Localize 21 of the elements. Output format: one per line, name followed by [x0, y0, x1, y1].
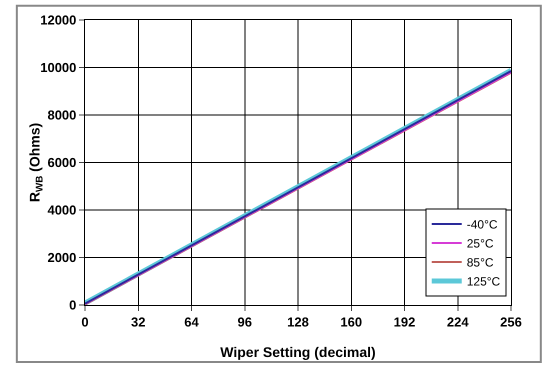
y-tick-label: 8000	[47, 108, 76, 123]
y-tick-label: 0	[69, 298, 76, 313]
y-tick-label: 12000	[40, 12, 76, 28]
legend-label: -40°C	[466, 218, 498, 232]
x-tick-label: 32	[131, 314, 146, 330]
y-tick-label: 6000	[47, 155, 76, 170]
x-tick-label: 160	[340, 314, 362, 330]
y-tick-label: 2000	[47, 250, 76, 266]
x-axis-title: Wiper Setting (decimal)	[220, 344, 376, 360]
x-tick-label: 224	[446, 314, 470, 330]
x-tick-label: 192	[394, 314, 416, 330]
x-tick-label: 256	[500, 314, 522, 330]
legend-label: 85°C	[466, 256, 494, 270]
x-tick-label: 128	[287, 314, 309, 330]
legend-label: 25°C	[466, 236, 494, 251]
y-tick-label: 10000	[40, 60, 76, 76]
y-tick-label: 4000	[47, 202, 76, 218]
x-tick-label: 0	[81, 314, 89, 330]
x-tick-label: 96	[238, 314, 252, 330]
x-tick-label: 64	[184, 314, 200, 330]
legend-label: 125°C	[466, 274, 501, 289]
